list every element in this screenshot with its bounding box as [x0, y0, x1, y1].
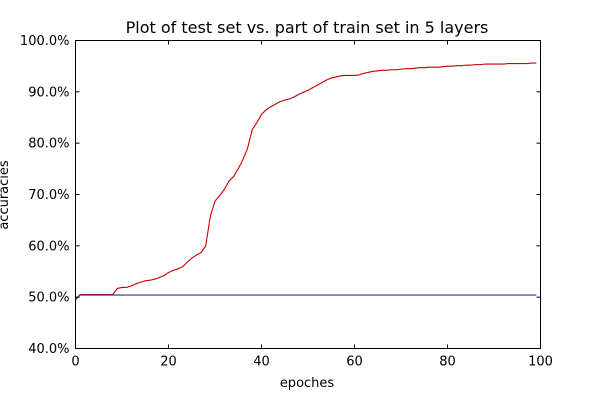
y-tick-label: 80.0%: [28, 137, 69, 152]
series-1-segment: [270, 103, 277, 108]
x-tick-label: 80: [439, 355, 456, 370]
series-1-segment: [112, 287, 118, 296]
series-1-segment: [116, 286, 123, 289]
series-1-segment: [363, 71, 370, 74]
y-tick-label: 90.0%: [28, 85, 69, 100]
series-1-segment: [126, 285, 132, 288]
series-1-segment: [400, 68, 407, 70]
series-1-segment: [186, 257, 193, 263]
series-1-segment: [298, 91, 304, 95]
x-tick-label: 20: [160, 355, 177, 370]
series-1-segment: [321, 79, 328, 84]
series-1-segment: [191, 254, 197, 259]
series-1-segment: [177, 266, 183, 270]
series-1-segment: [339, 74, 346, 77]
x-tick-label: 0: [71, 355, 79, 370]
x-axis-label: epoches: [280, 376, 335, 391]
series-1-segment: [293, 93, 300, 98]
series-1-segment: [470, 64, 476, 66]
x-tick-label: 60: [346, 355, 363, 370]
series-1-segment: [312, 84, 318, 89]
series-1-segment: [172, 268, 179, 272]
plot-frame: [75, 40, 541, 349]
series-1-segment: [209, 200, 216, 217]
series-1-segment: [247, 129, 253, 149]
series-1-segment: [223, 180, 230, 190]
series-1-segment: [279, 99, 286, 103]
series-1-segment: [260, 109, 267, 115]
series-1-segment: [367, 70, 374, 73]
series-1-segment: [330, 76, 337, 79]
series-1-segment: [316, 82, 323, 86]
series-1-segment: [149, 278, 156, 281]
series-1-segment: [395, 68, 402, 71]
y-tick-label: 70.0%: [28, 188, 69, 203]
series-2: [74, 294, 537, 301]
series-1-segment: [377, 69, 383, 72]
series-1-segment: [284, 98, 290, 101]
series-1-segment: [242, 147, 249, 161]
series-1-segment: [195, 251, 202, 256]
series-1-segment: [414, 67, 421, 69]
series-1-segment: [251, 122, 258, 131]
series-1-segment: [274, 101, 281, 105]
ticks-layer: 0 20 40 60 80 100 40.0% 50.0% 60.0% 70.0% 80.0% 90.…: [20, 34, 553, 370]
y-tick-label: 40.0%: [28, 342, 69, 357]
series-1-segment: [451, 65, 458, 67]
y-axis-label: accuracies: [0, 160, 12, 230]
series-1-segment: [353, 74, 360, 76]
series-1-segment: [423, 66, 430, 69]
series-1-segment: [256, 113, 263, 124]
series-1-segment: [130, 283, 137, 287]
series-1-segment: [386, 69, 393, 71]
series-layer: [74, 62, 537, 301]
series-1-segment: [163, 271, 170, 277]
series-1-segment: [233, 168, 239, 178]
chart-title: Plot of test set vs. part of train set i…: [126, 18, 489, 37]
series-1-segment: [219, 188, 225, 197]
y-tick-label: 50.0%: [28, 291, 69, 306]
series-1-segment: [326, 77, 332, 81]
series-1: [74, 62, 537, 300]
series-1-segment: [144, 279, 151, 282]
x-tick-label: 100: [528, 355, 553, 370]
series-1-segment: [265, 106, 272, 111]
series-1-segment: [214, 194, 221, 202]
series-1-segment: [460, 64, 467, 67]
series-1-segment: [502, 63, 509, 65]
series-1-segment: [479, 63, 486, 66]
series-1-segment: [307, 87, 314, 91]
series-1-segment: [200, 245, 207, 254]
series-1-segment: [158, 275, 165, 279]
series-1-segment: [525, 62, 532, 65]
series-1-segment: [135, 281, 142, 285]
series-1-segment: [167, 269, 174, 274]
series-1-segment: [154, 277, 160, 280]
series-1-segment: [205, 215, 211, 247]
y-tick-label: 100.0%: [20, 34, 70, 49]
series-1-segment: [372, 70, 379, 72]
series-1-segment: [335, 75, 342, 78]
series-1-segment: [288, 96, 295, 100]
series-1-segment: [302, 89, 309, 93]
series-1-segment: [237, 159, 244, 170]
series-1-segment: [409, 67, 416, 70]
series-1-segment: [437, 66, 444, 68]
x-tick-label: 40: [253, 355, 270, 370]
series-1-segment: [358, 72, 365, 76]
y-tick-label: 60.0%: [28, 239, 69, 254]
series-1-segment: [181, 261, 188, 268]
series-1-segment: [228, 175, 235, 182]
series-1-segment: [442, 65, 449, 68]
series-1-segment: [140, 280, 146, 283]
